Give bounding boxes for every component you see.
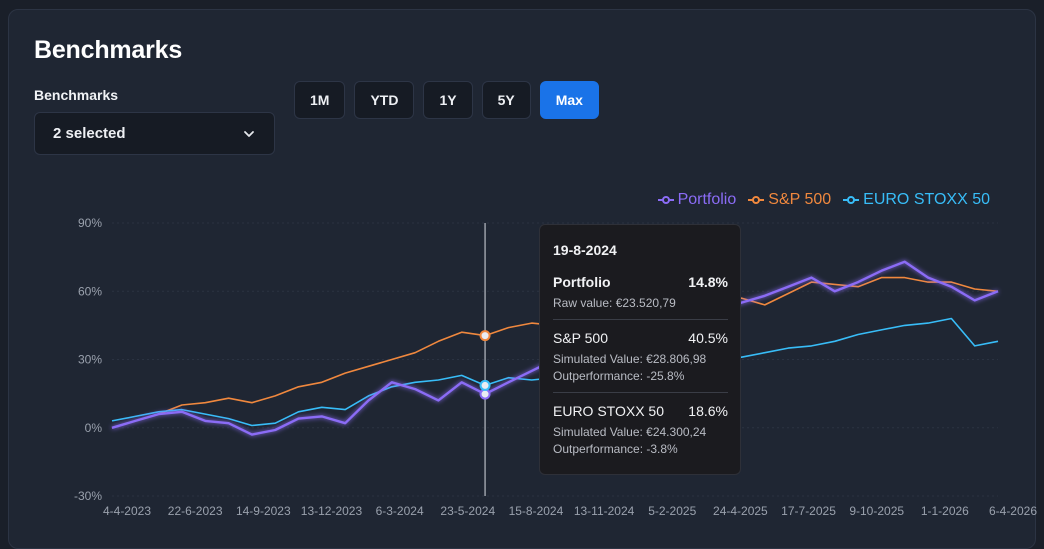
tooltip-eurostoxx-pct: 18.6% [688, 403, 728, 419]
x-tick-label: 5-2-2025 [648, 504, 696, 518]
benchmarks-select-value: 2 selected [53, 125, 126, 142]
tooltip-date: 19-8-2024 [553, 242, 617, 258]
legend-label: S&P 500 [768, 191, 832, 208]
range-button-max[interactable]: Max [539, 81, 599, 119]
x-tick-label: 13-12-2023 [301, 504, 363, 518]
tooltip-portfolio-name: Portfolio [553, 274, 611, 290]
x-tick-label: 4-4-2023 [103, 504, 151, 518]
legend-marker-icon [843, 196, 860, 204]
benchmarks-select[interactable]: 2 selected [34, 112, 275, 155]
hover-point [479, 379, 491, 391]
tooltip-portfolio-raw: Raw value: €23.520,79 [553, 296, 676, 310]
y-tick-label: 60% [78, 284, 102, 298]
x-tick-label: 22-6-2023 [168, 504, 223, 518]
chart-legend: Portfolio S&P 500 EURO STOXX 50 [657, 191, 990, 209]
tooltip-sp500-sim: Simulated Value: €28.806,98 [553, 352, 707, 366]
x-tick-label: 6-4-2026 [989, 504, 1037, 518]
legend-item-sp500[interactable]: S&P 500 [748, 191, 831, 209]
legend-marker-icon [748, 196, 765, 204]
hover-point [479, 330, 491, 342]
y-tick-label: 0% [85, 421, 103, 435]
legend-label: Portfolio [677, 191, 737, 208]
x-tick-label: 1-1-2026 [921, 504, 969, 518]
tooltip-sp500-pct: 40.5% [688, 330, 728, 346]
x-tick-label: 17-7-2025 [781, 504, 836, 518]
y-tick-label: 30% [78, 353, 102, 367]
x-tick-label: 6-3-2024 [376, 504, 424, 518]
legend-label: EURO STOXX 50 [863, 191, 990, 208]
x-tick-label: 9-10-2025 [849, 504, 904, 518]
legend-item-eurostoxx[interactable]: EURO STOXX 50 [843, 191, 990, 209]
range-button-1m[interactable]: 1M [294, 81, 346, 119]
tooltip-divider [553, 319, 728, 320]
tooltip-portfolio-pct: 14.8% [688, 274, 728, 290]
tooltip-eurostoxx-out: Outperformance: -3.8% [553, 442, 678, 456]
tooltip-sp500-name: S&P 500 [553, 330, 609, 346]
chart-tooltip: 19-8-2024 Portfolio 14.8% Raw value: €23… [539, 224, 741, 475]
range-button-ytd[interactable]: YTD [354, 81, 415, 119]
x-tick-label: 14-9-2023 [236, 504, 291, 518]
x-tick-label: 13-11-2024 [574, 504, 635, 518]
benchmarks-select-label: Benchmarks [34, 87, 119, 103]
legend-item-portfolio[interactable]: Portfolio [657, 191, 737, 209]
line-chart[interactable]: -30% 0% 30% 60% 90% 4-4-2023 22-6-2023 14-9-20… [0, 0, 1044, 535]
x-tick-label: 23-5-2024 [440, 504, 495, 518]
tooltip-sp500-row: S&P 500 40.5% [553, 330, 728, 346]
tooltip-eurostoxx-sim: Simulated Value: €24.300,24 [553, 425, 707, 439]
y-tick-label: -30% [74, 489, 102, 503]
tooltip-divider [553, 392, 728, 393]
x-tick-label: 15-8-2024 [509, 504, 564, 518]
y-tick-label: 90% [78, 216, 102, 230]
x-tick-label: 24-4-2025 [713, 504, 768, 518]
tooltip-portfolio-row: Portfolio 14.8% [553, 274, 728, 290]
tooltip-sp500-out: Outperformance: -25.8% [553, 369, 685, 383]
card-title: Benchmarks [34, 36, 183, 64]
range-button-group: 1M YTD 1Y 5Y Max [294, 81, 599, 119]
tooltip-eurostoxx-name: EURO STOXX 50 [553, 403, 665, 419]
chevron-down-icon [244, 130, 254, 137]
tooltip-eurostoxx-row: EURO STOXX 50 18.6% [553, 403, 728, 419]
range-button-1y[interactable]: 1Y [423, 81, 473, 119]
range-button-5y[interactable]: 5Y [481, 81, 531, 119]
legend-marker-icon [657, 196, 674, 204]
